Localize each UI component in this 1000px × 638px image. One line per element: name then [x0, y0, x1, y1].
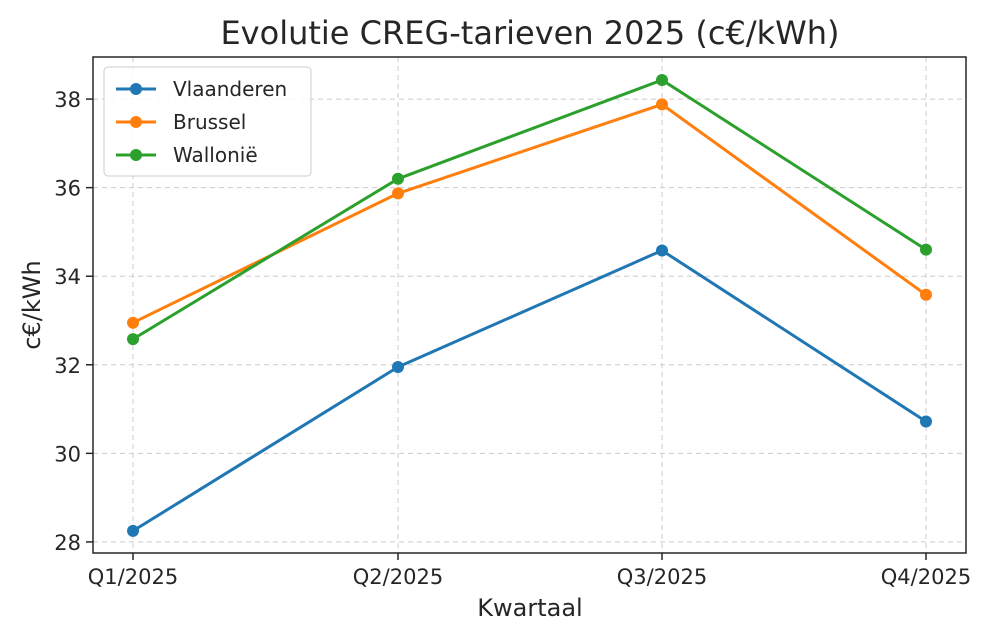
data-point-brussel [127, 316, 139, 329]
series-line-vlaanderen [132, 249, 927, 533]
legend-entry-brussel: Brussel [116, 110, 246, 134]
data-point-wallonie [392, 172, 404, 185]
legend-label: Wallonië [173, 143, 258, 167]
legend-marker [130, 149, 142, 161]
series-layer [127, 74, 932, 537]
x-axis-label: Kwartaal [477, 594, 582, 622]
plot-frame [92, 56, 967, 554]
legend-box [103, 66, 312, 177]
y-tick-label: 28 [54, 531, 81, 555]
legend-label: Vlaanderen [173, 77, 287, 101]
legend-entry-wallonie: Wallonië [116, 143, 258, 167]
data-point-brussel [656, 98, 668, 111]
x-tick-label: Q2/2025 [353, 565, 443, 589]
legend: Vlaanderen Brussel Wallonië [103, 66, 312, 177]
chart-title: Evolutie CREG-tarieven 2025 (c€/kWh) [220, 14, 839, 52]
data-point-vlaanderen [920, 415, 932, 428]
x-tick-label: Q1/2025 [88, 565, 178, 589]
data-point-wallonie [920, 243, 932, 256]
data-point-brussel [392, 187, 404, 200]
x-tick-label: Q4/2025 [881, 565, 971, 589]
y-tick-label: 30 [54, 442, 81, 466]
legend-marker [130, 83, 142, 95]
y-tick-label: 36 [54, 177, 81, 201]
data-point-wallonie [127, 333, 139, 346]
data-point-vlaanderen [656, 244, 668, 257]
series-wallonie [127, 74, 932, 346]
legend-entry-vlaanderen: Vlaanderen [116, 77, 287, 101]
legend-marker [130, 116, 142, 128]
x-tick-label: Q3/2025 [617, 565, 707, 589]
series-vlaanderen [127, 244, 932, 537]
y-tick-label: 34 [54, 265, 81, 289]
series-line-wallonie [132, 78, 927, 341]
data-point-vlaanderen [392, 361, 404, 373]
data-point-brussel [920, 288, 932, 301]
y-axis-label: c€/kWh [18, 260, 46, 349]
y-tick-label: 32 [54, 354, 81, 378]
axis-ticks: Q1/2025 Q2/2025 Q3/2025 Q4/2025 28 30 32 34 36 38 [54, 88, 971, 589]
legend-label: Brussel [173, 110, 246, 134]
data-point-vlaanderen [127, 524, 139, 537]
y-tick-label: 38 [54, 88, 81, 112]
data-point-wallonie [656, 74, 668, 86]
